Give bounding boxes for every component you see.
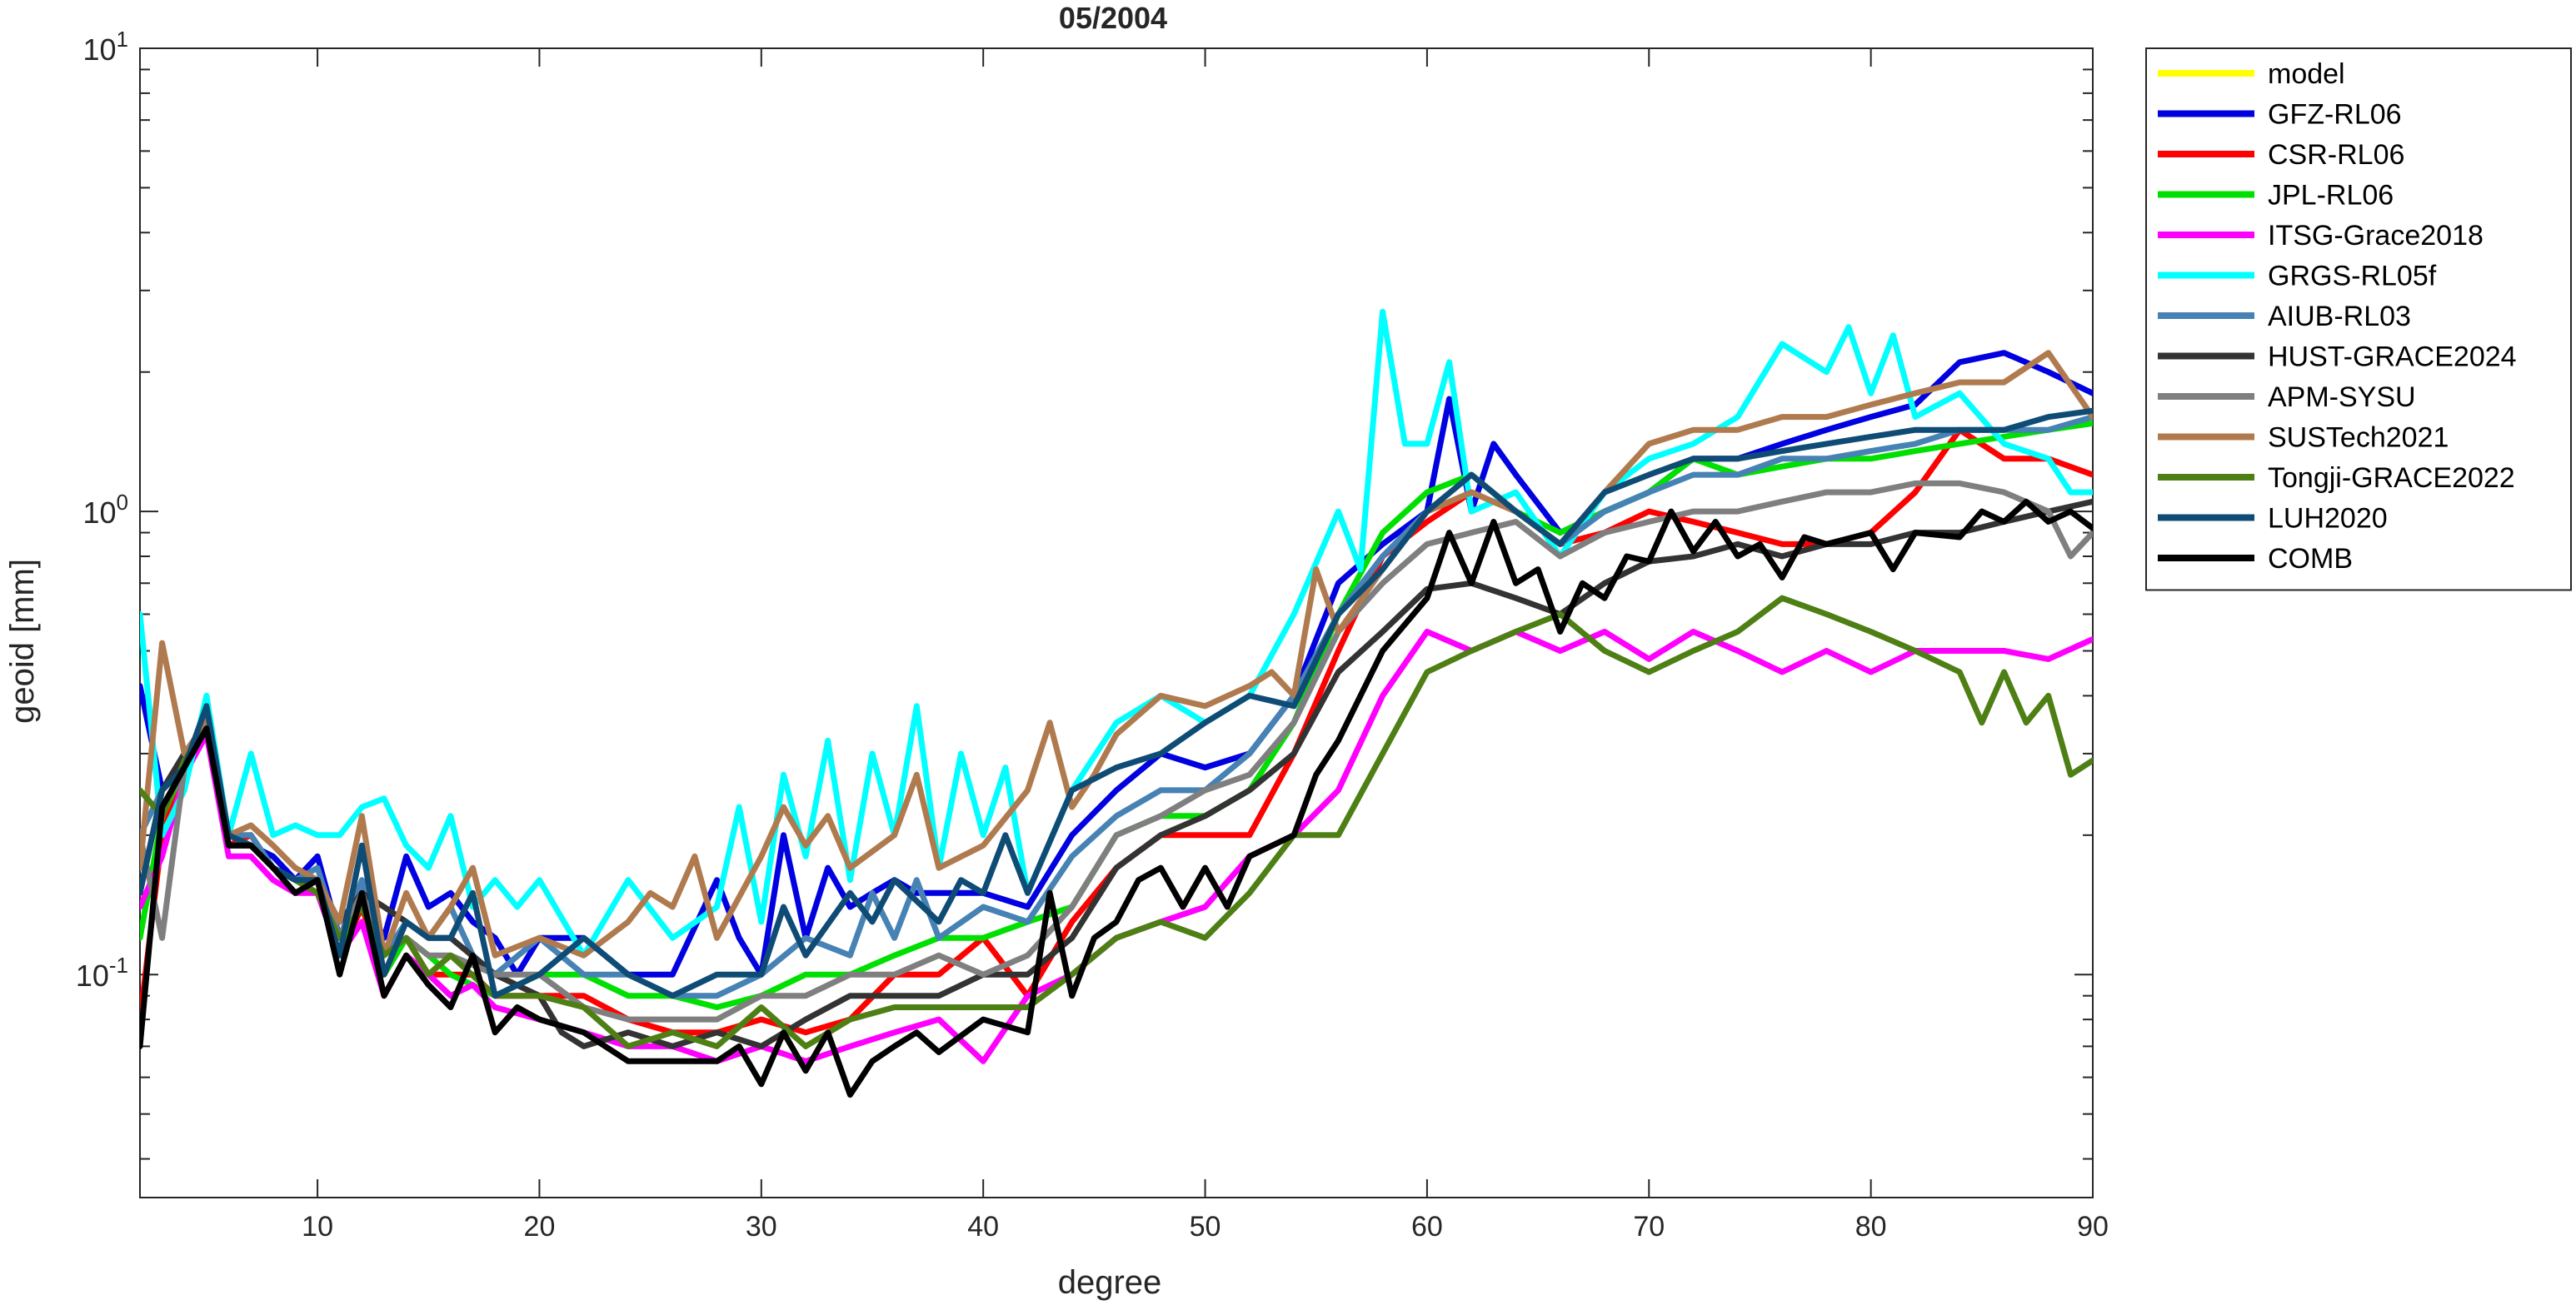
- legend-label: model: [2268, 58, 2345, 90]
- legend-label: SUSTech2021: [2268, 422, 2449, 454]
- x-tick-label: 80: [1855, 1211, 1887, 1243]
- x-tick-label: 20: [524, 1211, 556, 1243]
- chart-title: 05/2004: [1059, 1, 1167, 35]
- x-tick-label: 30: [746, 1211, 777, 1243]
- x-tick-label: 60: [1411, 1211, 1443, 1243]
- legend-label: HUST-GRACE2024: [2268, 341, 2517, 373]
- legend-label: COMB: [2268, 543, 2353, 575]
- x-tick-label: 50: [1190, 1211, 1221, 1243]
- series-group: [140, 308, 2093, 1098]
- legend-label: Tongji-GRACE2022: [2268, 462, 2515, 494]
- series-line-grgs-rl05f: [140, 308, 2093, 959]
- y-tick-label: 100: [82, 490, 128, 530]
- legend: model GFZ-RL06 CSR-RL06 JPL-RL06 ITSG-Grace2…: [2145, 47, 2572, 591]
- plot-area: 10 20 30 40 50 60 70 80 90 10-1 100 101: [76, 27, 2109, 1243]
- legend-label: GRGS-RL05f: [2268, 261, 2437, 292]
- x-tick-label: 70: [1633, 1211, 1665, 1243]
- series-line-sustech2021: [140, 350, 2093, 959]
- legend-label: ITSG-Grace2018: [2268, 220, 2484, 252]
- x-axis-label: degree: [1058, 1264, 1162, 1301]
- series-line-tongji-grace2022: [140, 595, 2093, 1049]
- y-tick-label: 10-1: [76, 953, 128, 993]
- legend-label: CSR-RL06: [2268, 139, 2404, 171]
- x-tick-label: 90: [2077, 1211, 2109, 1243]
- legend-label: JPL-RL06: [2268, 180, 2394, 212]
- legend-label: GFZ-RL06: [2268, 99, 2402, 131]
- series-line-luh2020: [140, 407, 2093, 999]
- legend-label: AIUB-RL03: [2268, 301, 2411, 332]
- series-line-comb: [140, 498, 2093, 1098]
- x-tick-label: 40: [967, 1211, 999, 1243]
- y-axis-label: geoid [mm]: [4, 559, 41, 724]
- x-tick-label: 10: [302, 1211, 333, 1243]
- legend-label: APM-SYSU: [2268, 381, 2416, 413]
- y-tick-label: 101: [82, 27, 128, 67]
- legend-label: LUH2020: [2268, 503, 2388, 535]
- legend-box: [2145, 47, 2572, 591]
